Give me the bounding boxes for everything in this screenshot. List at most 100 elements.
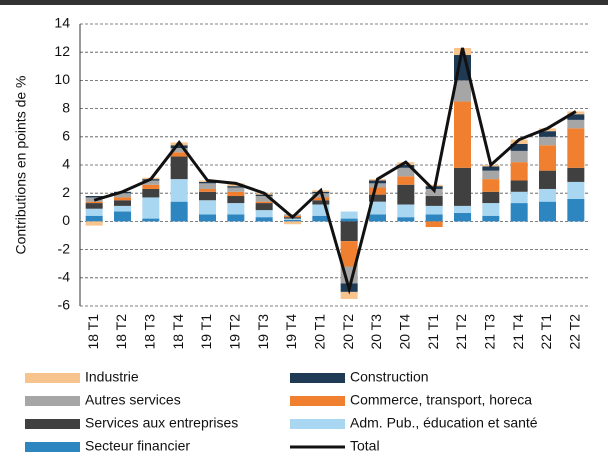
x-tick-label: 19 T4 [283, 314, 299, 350]
bar-segment [510, 191, 528, 204]
bar-segment [482, 215, 500, 222]
bar-segment [170, 148, 188, 153]
bar-segment [397, 165, 415, 168]
bar-segment [284, 218, 301, 220]
legend-label: Services aux entreprises [85, 415, 238, 431]
x-tick-label: 21 T2 [453, 314, 469, 350]
x-tick-label: 20 T1 [312, 314, 328, 350]
y-tick-label: 0 [62, 212, 70, 228]
legend-swatch [25, 419, 80, 429]
bar-segment [369, 187, 386, 195]
bar-segment [510, 203, 528, 222]
bar-segment [312, 200, 330, 205]
bar-segment [567, 167, 585, 182]
y-tick-label: 12 [54, 43, 70, 59]
bar-segment [397, 176, 415, 185]
bar-segment [340, 241, 358, 267]
bar-segment [170, 152, 188, 157]
bar-segment [340, 211, 358, 219]
legend-swatch [25, 396, 80, 406]
y-tick-label: 14 [54, 15, 70, 31]
y-tick-label: 6 [62, 128, 70, 144]
bar-segment [255, 194, 273, 197]
bar-segment [227, 196, 245, 204]
legend-label: Industrie [85, 369, 139, 385]
bar-segment [340, 291, 358, 299]
bar-segment [170, 145, 188, 149]
bar-segment [255, 196, 273, 202]
legend-label: Construction [350, 369, 429, 385]
bar-segment [312, 215, 330, 222]
y-tick-label: -6 [58, 297, 71, 313]
bar-segment [567, 198, 585, 222]
x-tick-label: 19 T1 [198, 314, 214, 350]
x-tick-label: 22 T2 [567, 314, 583, 350]
bar-segment [482, 166, 500, 171]
y-axis-label: Contributions en points de % [13, 76, 29, 255]
y-tick-label: 8 [62, 99, 70, 115]
bar-segment [425, 221, 443, 228]
bar-segment [369, 214, 386, 222]
x-tick-label: 20 T2 [340, 314, 356, 350]
bar-segment [199, 183, 216, 189]
bar-segment [482, 170, 500, 180]
bar-segment [340, 221, 358, 242]
bar-segment [397, 217, 415, 222]
bar-segment [114, 205, 131, 212]
x-tick-label: 18 T1 [85, 314, 101, 350]
bar-segment [539, 201, 556, 222]
bar-segment [85, 221, 103, 226]
bar-segment [425, 214, 443, 222]
bar-segment [510, 180, 528, 192]
bar-segment [454, 205, 471, 213]
bar-segment [170, 156, 188, 180]
bar-segment [114, 200, 131, 206]
bar-segment [510, 139, 528, 144]
top-rule [0, 0, 608, 5]
x-tick-label: 18 T4 [170, 314, 186, 350]
bar-segment [539, 188, 556, 202]
bar-segment [567, 114, 585, 120]
bar-segment [142, 188, 160, 198]
bar-segment [539, 136, 556, 146]
bar-segment [255, 201, 273, 204]
bar-segment [567, 181, 585, 199]
legend-label: Secteur financier [85, 438, 190, 454]
bar-segment [425, 196, 443, 206]
bar-segment [482, 179, 500, 192]
bar-segment [397, 204, 415, 218]
bar-segment [425, 205, 443, 215]
bar-segment [142, 218, 160, 222]
bar-segment [114, 193, 131, 198]
bar-segment [539, 131, 556, 137]
legend-label: Commerce, transport, horeca [350, 392, 532, 408]
bar-segment [510, 162, 528, 181]
total-line [93, 47, 577, 295]
x-tick-label: 21 T3 [482, 314, 498, 350]
legend-label: Autres services [85, 392, 181, 408]
bar-segment [227, 214, 245, 222]
bar-segment [284, 219, 301, 222]
legend-swatch [25, 442, 80, 452]
bar-segment [142, 180, 160, 185]
bar-segment [199, 188, 216, 192]
bar-segment [454, 101, 471, 168]
x-tick-label: 21 T1 [425, 314, 441, 350]
x-tick-label: 20 T3 [368, 314, 384, 350]
x-tick-label: 20 T4 [397, 314, 413, 350]
bar-segment [539, 145, 556, 171]
bar-segment [227, 191, 245, 197]
bar-segment [199, 191, 216, 201]
bar-segment [284, 221, 301, 225]
bar-segment [340, 218, 358, 222]
bar-segment [397, 167, 415, 177]
bar-segment [369, 183, 386, 188]
x-tick-label: 21 T4 [510, 314, 526, 350]
x-tick-label: 18 T3 [142, 314, 158, 350]
x-tick-label: 19 T2 [227, 314, 243, 350]
bar-segment [312, 204, 330, 216]
y-tick-label: -2 [58, 240, 71, 256]
y-tick-label: 2 [62, 184, 70, 200]
bar-segment [454, 167, 471, 206]
